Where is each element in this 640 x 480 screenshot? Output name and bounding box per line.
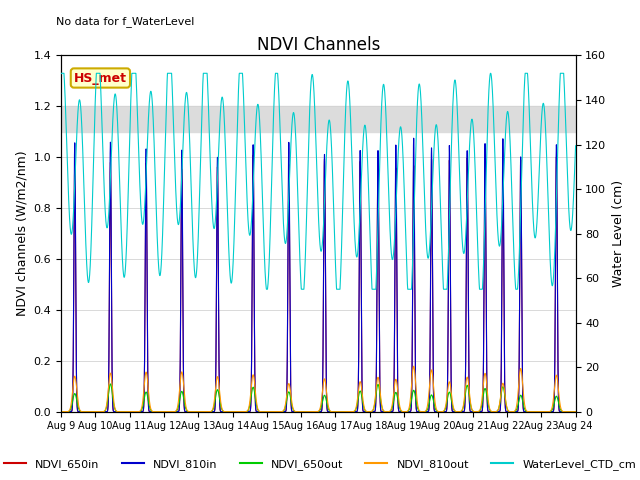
Text: HS_met: HS_met [74,72,127,84]
Legend: NDVI_650in, NDVI_810in, NDVI_650out, NDVI_810out, WaterLevel_CTD_cm: NDVI_650in, NDVI_810in, NDVI_650out, NDV… [0,455,640,474]
Y-axis label: NDVI channels (W/m2/nm): NDVI channels (W/m2/nm) [15,151,28,316]
Text: No data for f_WaterLevel: No data for f_WaterLevel [56,16,195,27]
Title: NDVI Channels: NDVI Channels [257,36,380,54]
Bar [61,107,575,132]
Y-axis label: Water Level (cm): Water Level (cm) [612,180,625,287]
